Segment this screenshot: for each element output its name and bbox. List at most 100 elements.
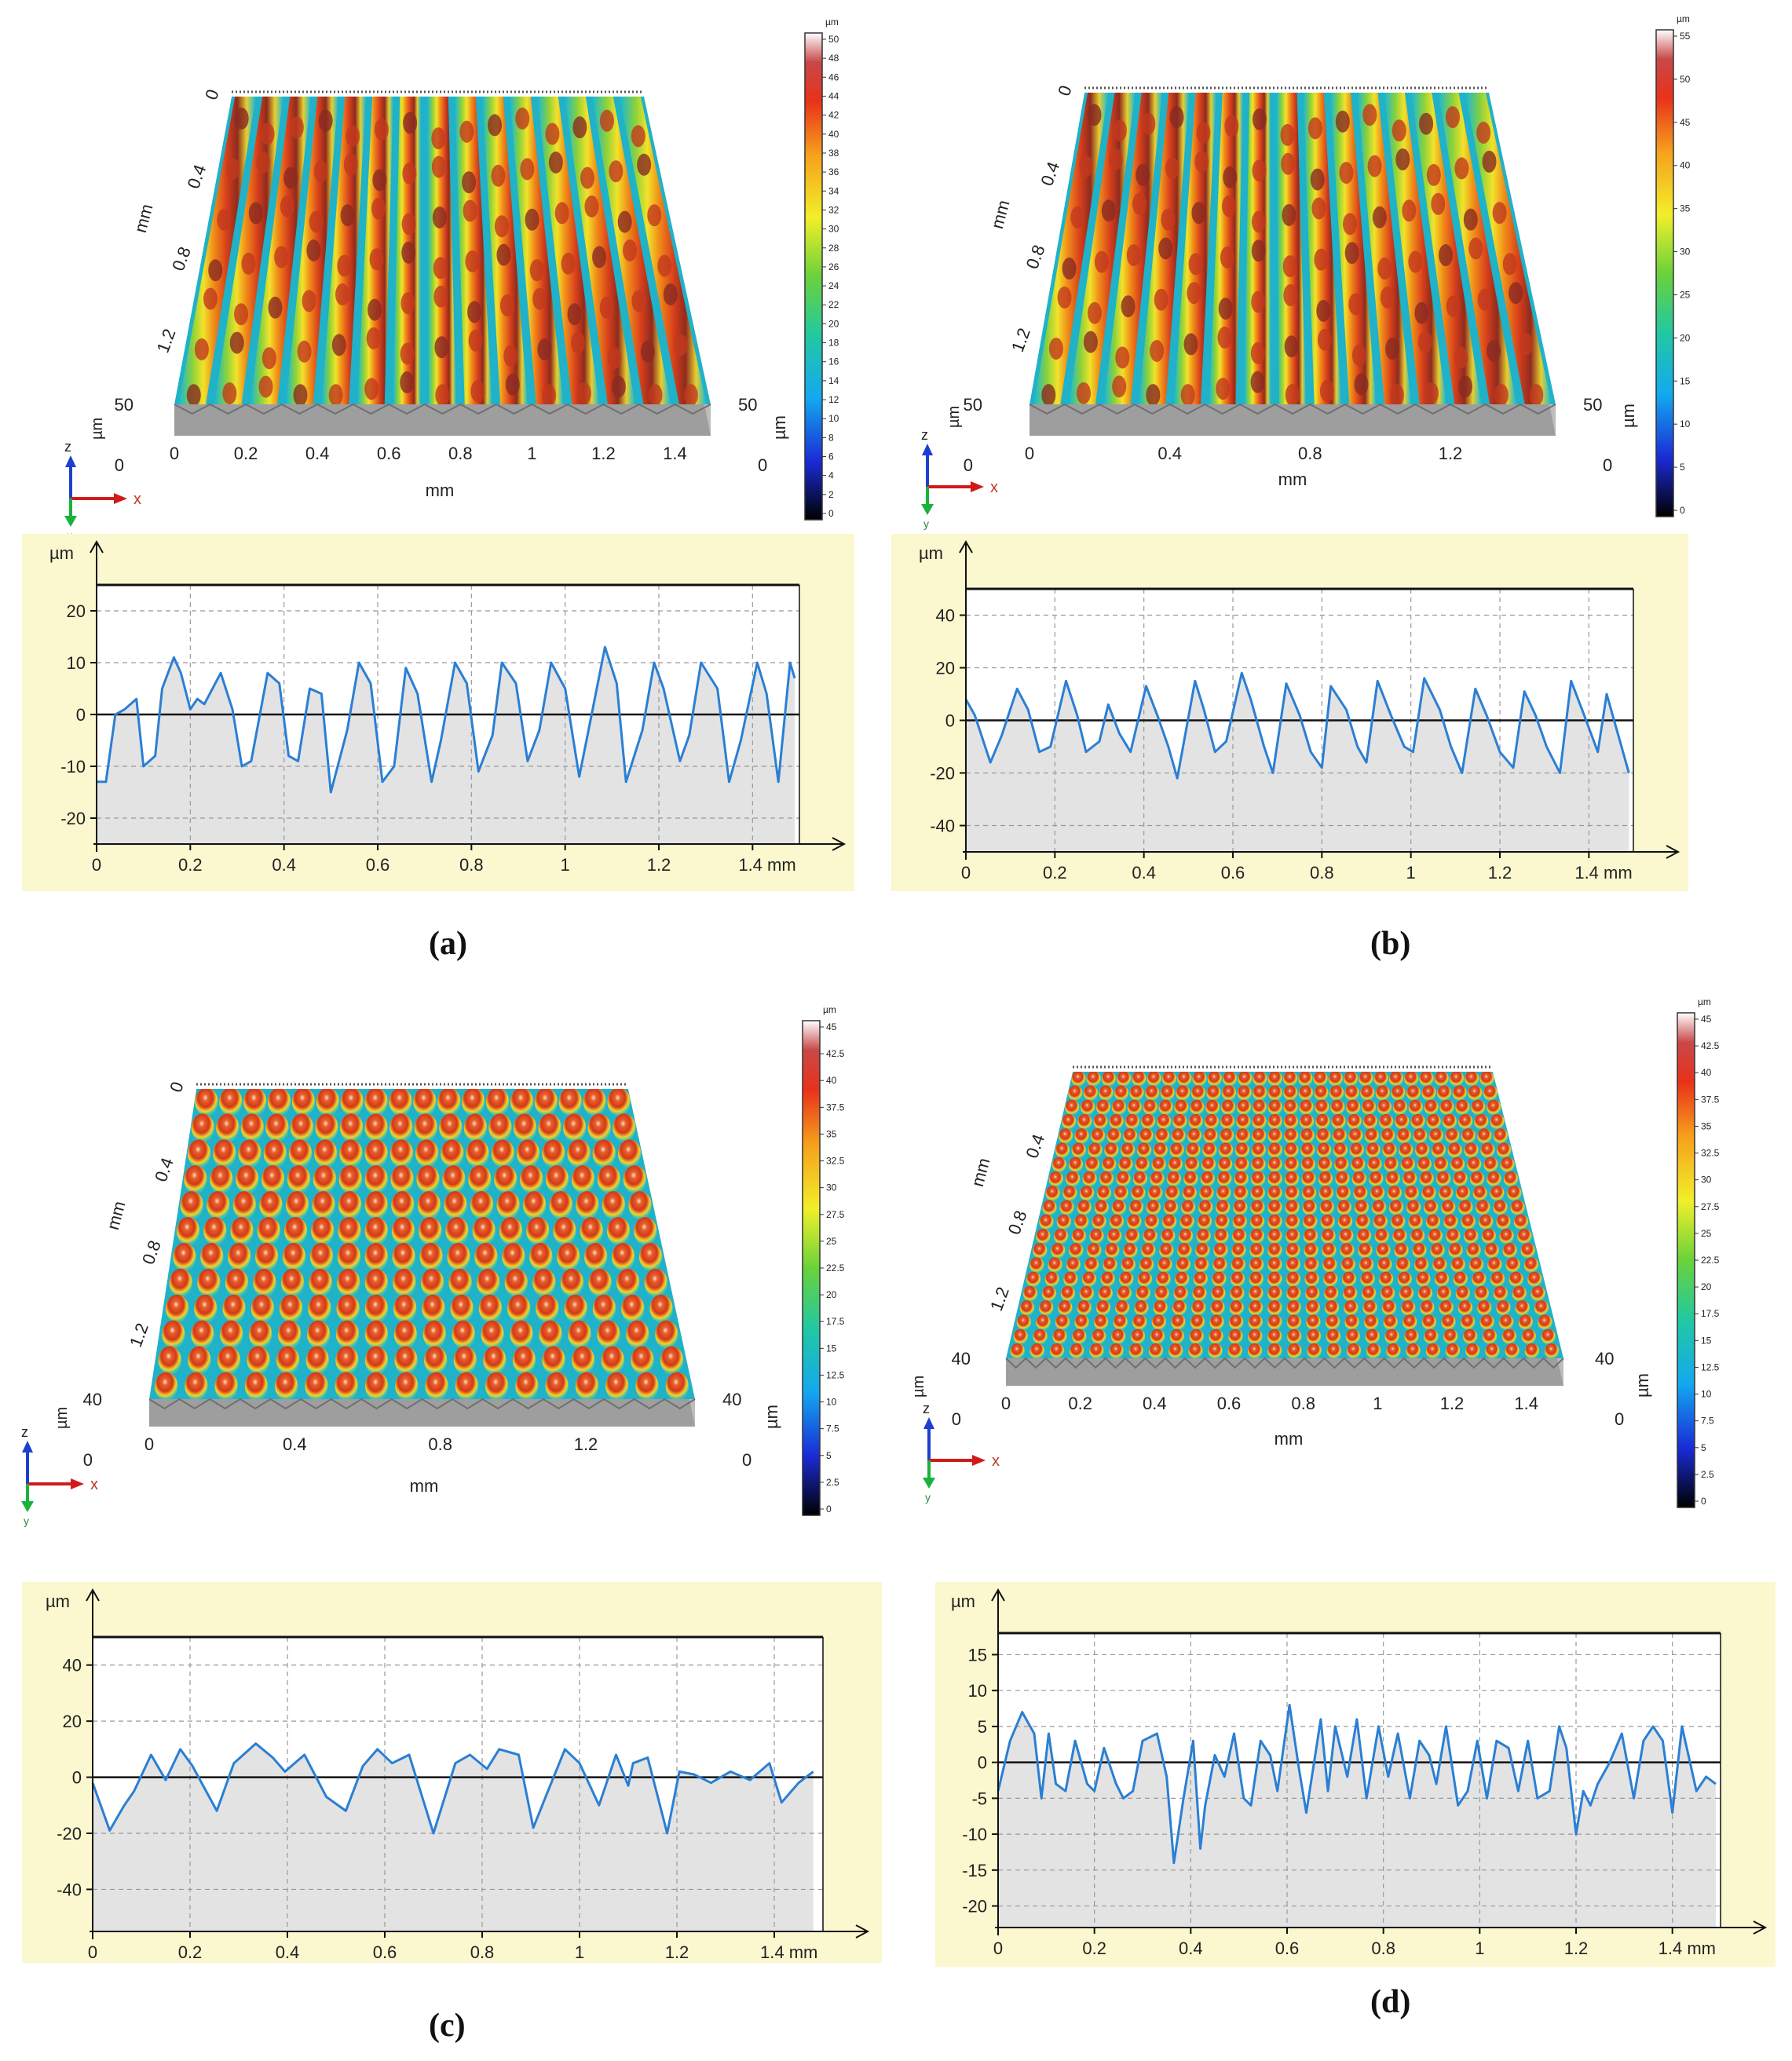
triad-z-label: z <box>21 1424 28 1440</box>
z-unit-label-left: µm <box>945 406 963 428</box>
y-tick-label: 5 <box>978 1717 987 1737</box>
x-tick-label: 0 <box>92 855 101 875</box>
y-axis-unit-label: µm <box>46 1591 70 1611</box>
colorbar-tick-label: 7.5 <box>826 1423 839 1434</box>
profile-area <box>966 673 1629 852</box>
x-tick-label: 1 <box>561 855 570 875</box>
z-unit-label-left: µm <box>910 1376 927 1398</box>
x-tick-label: 0 <box>170 444 179 463</box>
colorbar-tick-label: 30 <box>1680 247 1691 258</box>
surface-texture <box>1006 1072 1563 1358</box>
x-tick-label: 0.8 <box>1298 444 1322 463</box>
x-tick-label: 0 <box>1025 444 1034 463</box>
colorbar-tick-label: 35 <box>1680 203 1691 214</box>
profile-box-c: µm -40 -20 0 20 40 0 0.2 0.4 0.6 0.8 1 1.2 1.4 mm <box>22 1582 882 1963</box>
y-tick-label: 0.8 <box>138 1237 165 1266</box>
x-tick-label: 0.6 <box>373 1942 397 1962</box>
y-tick-label: -20 <box>962 1897 987 1917</box>
y-axis-unit-label: µm <box>919 543 943 563</box>
x-tick-label: 1.4 mm <box>1574 863 1632 883</box>
x-tick-label: 1.2 <box>1440 1394 1465 1413</box>
colorbar-unit-label: µm <box>1677 13 1690 24</box>
triad-z-label: z <box>64 439 71 455</box>
colorbar-tick-label: 15 <box>826 1343 837 1354</box>
y-tick-label: 15 <box>968 1645 987 1665</box>
triad-z-arrow <box>922 444 933 455</box>
y-tick-label: 20 <box>67 601 86 621</box>
colorbar-tick-label: 36 <box>828 166 839 177</box>
surface-texture <box>1029 93 1556 404</box>
x-tick-label: 0.4 <box>305 444 330 463</box>
colorbar-tick-label: 40 <box>828 129 839 140</box>
y-tick-label: 1.2 <box>1008 325 1034 354</box>
colorbar-tick-label: 25 <box>826 1236 837 1247</box>
profile-chart-b: µm -40 -20 0 20 40 0 0.2 0.4 0.6 0.8 1 1.2 1.4 mm <box>919 539 1680 883</box>
x-tick-label: 0.2 <box>178 1942 203 1962</box>
colorbar-tick-label: 50 <box>1680 74 1691 85</box>
x-tick-label: 0.8 <box>428 1434 452 1454</box>
colorbar-tick-label: 20 <box>826 1289 837 1300</box>
y-axis-arrow <box>959 539 973 554</box>
surface-texture <box>149 1089 695 1399</box>
z-bottom-label-left: 0 <box>952 1409 961 1429</box>
x-tick-label: 0.8 <box>1291 1394 1315 1413</box>
y-tick-label: 0.4 <box>1037 159 1063 188</box>
y-tick-label: -10 <box>962 1825 987 1844</box>
triad-x-label: x <box>133 491 141 508</box>
colorbar-tick-label: 48 <box>828 53 839 64</box>
colorbar-tick-label: 12 <box>828 394 839 405</box>
colorbar-tick-label: 32.5 <box>826 1156 845 1167</box>
x-axis-arrow <box>832 837 847 851</box>
y-axis-unit-label: mm <box>967 1156 994 1189</box>
colorbar-tick-label: 15 <box>1701 1335 1712 1346</box>
colorbar-tick-label: 2.5 <box>826 1477 839 1488</box>
colorbar-tick-label: 22.5 <box>826 1263 845 1274</box>
x-tick-label: 1.4 mm <box>760 1942 817 1962</box>
x-tick-label: 0.4 <box>276 1942 300 1962</box>
surface-base-front <box>1029 404 1556 436</box>
colorbar-tick-label: 17.5 <box>826 1316 845 1327</box>
colorbar-tick-label: 5 <box>1680 462 1685 473</box>
colorbar-tick-label: 44 <box>828 90 839 101</box>
surface-texture <box>174 97 711 404</box>
surface-front-edge <box>174 403 711 415</box>
colorbar-tick-label: 17.5 <box>1701 1308 1720 1319</box>
y-tick-label: 0 <box>1054 82 1076 98</box>
y-tick-label: -10 <box>60 757 86 777</box>
x-tick-label: 0.4 <box>1132 863 1156 883</box>
x-tick-label: 0.2 <box>1082 1939 1106 1958</box>
x-tick-label: 0.4 <box>272 855 296 875</box>
x-tick-label: 0 <box>993 1939 1003 1958</box>
surface-base-front <box>1006 1358 1563 1386</box>
x-tick-label: 1 <box>1406 863 1416 883</box>
profile-box-b: µm -40 -20 0 20 40 0 0.2 0.4 0.6 0.8 1 1.2 1.4 mm <box>891 534 1688 891</box>
colorbar-tick-label: 55 <box>1680 31 1691 42</box>
y-axis-arrow <box>991 1588 1005 1602</box>
z-bottom-label-left: 0 <box>115 455 124 475</box>
colorbar-unit-label: µm <box>823 1004 836 1015</box>
x-axis-unit-label: mm <box>426 481 455 500</box>
colorbar-tick-label: 5 <box>1701 1442 1706 1453</box>
colorbar <box>802 1020 821 1516</box>
colorbar-tick-label: 15 <box>1680 375 1691 386</box>
triad-x-arrow <box>114 493 127 504</box>
z-top-label-right: 40 <box>722 1390 741 1409</box>
x-tick-label: 0 <box>1001 1394 1011 1413</box>
colorbar-tick-label: 30 <box>826 1182 837 1193</box>
z-top-label-right: 40 <box>1595 1349 1614 1369</box>
surface-plot-a: 0 0.2 0.4 0.6 0.8 1 1.2 1.4 mm 0 0.4 0.8 1.2 mm 50 0 50 0… <box>64 16 839 542</box>
colorbar-tick-label: 4 <box>828 470 834 481</box>
colorbar-tick-label: 45 <box>826 1021 837 1032</box>
y-tick-label: -20 <box>60 809 86 828</box>
y-tick-label: 0.4 <box>1022 1131 1048 1160</box>
colorbar-tick-label: 18 <box>828 338 839 349</box>
x-tick-label: 0.2 <box>234 444 258 463</box>
triad-y-label: y <box>925 1491 931 1504</box>
y-tick-label: 0.4 <box>184 162 210 191</box>
x-tick-label: 1 <box>1373 1394 1382 1413</box>
z-top-label-left: 50 <box>964 395 982 415</box>
colorbar-tick-label: 0 <box>1680 505 1685 516</box>
panel-a: 0 0.2 0.4 0.6 0.8 1 1.2 1.4 mm 0 0.4 0.8 1.2 mm 50 0 50 0… <box>0 0 896 1030</box>
surface-base-front <box>149 1399 695 1427</box>
x-axis-arrow <box>1666 845 1680 859</box>
